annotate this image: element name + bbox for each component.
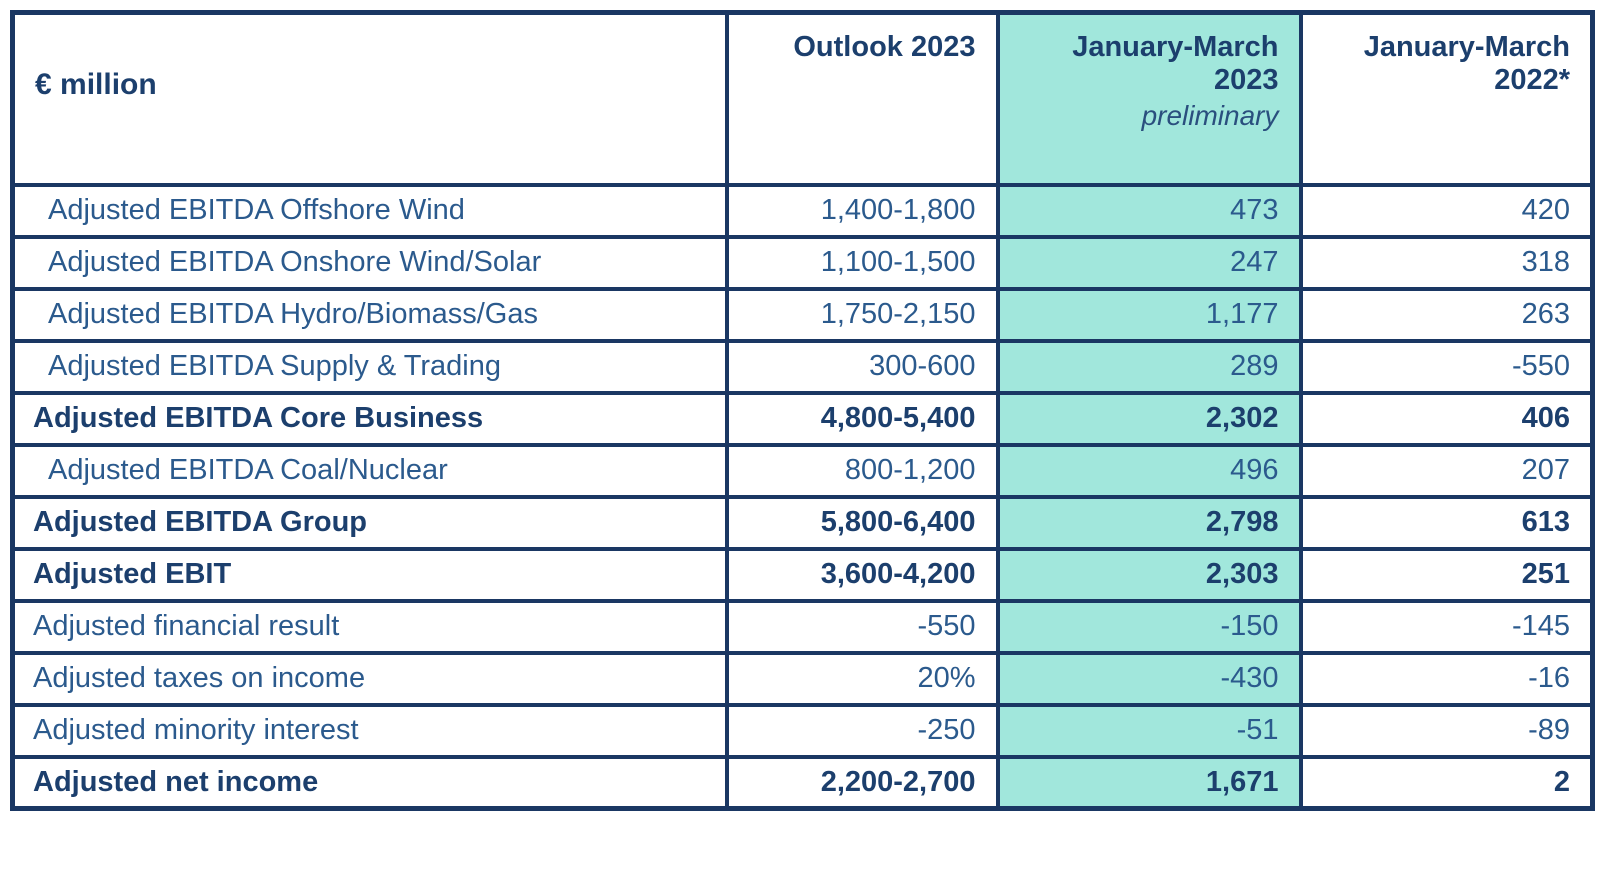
outlook-2023-cell: 1,400-1,800 [724,182,1000,239]
row-label-cell: Adjusted EBITDA Group [10,494,729,551]
row-label-cell: Adjusted EBITDA Onshore Wind/Solar [10,234,729,291]
jan-mar-2023-cell: -430 [995,650,1303,707]
row-label-cell: Adjusted minority interest [10,702,729,759]
column-header-outlook-2023: Outlook 2023 [724,10,1000,187]
row-label-cell: Adjusted EBITDA Supply & Trading [10,338,729,395]
jan-mar-2022-cell: -89 [1298,702,1595,759]
outlook-2023-cell: 3,600-4,200 [724,546,1000,603]
table-row: Adjusted EBITDA Onshore Wind/Solar 1,100… [10,234,1595,291]
jan-mar-2022-cell: -550 [1298,338,1595,395]
jan-mar-2023-cell: 1,671 [995,754,1303,811]
jan-mar-2023-cell: -150 [995,598,1303,655]
table-row: Adjusted minority interest -250 -51 -89 [10,702,1595,759]
jan-mar-2022-cell: 406 [1298,390,1595,447]
header-row: € million Outlook 2023 January-March 202… [10,10,1595,187]
jan-mar-2022-cell: -145 [1298,598,1595,655]
jan-mar-2023-cell: 2,303 [995,546,1303,603]
table-row: Adjusted EBITDA Coal/Nuclear 800-1,200 4… [10,442,1595,499]
outlook-2023-cell: 300-600 [724,338,1000,395]
outlook-2023-cell: 1,100-1,500 [724,234,1000,291]
preliminary-note: preliminary [1141,99,1279,131]
row-label-cell: Adjusted taxes on income [10,650,729,707]
outlook-2023-cell: 5,800-6,400 [724,494,1000,551]
unit-label: € million [10,10,729,187]
outlook-2023-cell: -250 [724,702,1000,759]
jan-mar-2023-cell: 289 [995,338,1303,395]
jan-mar-2023-cell: 473 [995,182,1303,239]
row-label-cell: Adjusted EBITDA Coal/Nuclear [10,442,729,499]
row-label-cell: Adjusted net income [10,754,729,811]
table-row: Adjusted EBITDA Offshore Wind 1,400-1,80… [10,182,1595,239]
table-row: Adjusted EBITDA Supply & Trading 300-600… [10,338,1595,395]
column-header-jan-mar-2023-label: January-March 2023 [1072,31,1279,97]
outlook-2023-cell: 4,800-5,400 [724,390,1000,447]
jan-mar-2022-cell: 2 [1298,754,1595,811]
table-row: Adjusted taxes on income 20% -430 -16 [10,650,1595,707]
outlook-2023-cell: -550 [724,598,1000,655]
jan-mar-2022-cell: 207 [1298,442,1595,499]
outlook-2023-cell: 20% [724,650,1000,707]
table-row: Adjusted EBITDA Hydro/Biomass/Gas 1,750-… [10,286,1595,343]
jan-mar-2022-cell: 613 [1298,494,1595,551]
row-label-cell: Adjusted EBITDA Hydro/Biomass/Gas [10,286,729,343]
row-label-cell: Adjusted EBIT [10,546,729,603]
jan-mar-2023-cell: 247 [995,234,1303,291]
jan-mar-2023-cell: 1,177 [995,286,1303,343]
row-label-cell: Adjusted EBITDA Offshore Wind [10,182,729,239]
jan-mar-2023-cell: 2,798 [995,494,1303,551]
column-header-jan-mar-2022: January-March 2022* [1298,10,1595,187]
outlook-2023-cell: 2,200-2,700 [724,754,1000,811]
jan-mar-2023-cell: -51 [995,702,1303,759]
table-row: Adjusted financial result -550 -150 -145 [10,598,1595,655]
table-row: Adjusted EBIT 3,600-4,200 2,303 251 [10,546,1595,603]
outlook-2023-cell: 1,750-2,150 [724,286,1000,343]
jan-mar-2022-cell: 420 [1298,182,1595,239]
table-body: Adjusted EBITDA Offshore Wind 1,400-1,80… [10,182,1595,811]
table-row: Adjusted EBITDA Core Business 4,800-5,40… [10,390,1595,447]
jan-mar-2023-cell: 496 [995,442,1303,499]
jan-mar-2022-cell: 318 [1298,234,1595,291]
column-header-jan-mar-2023: January-March 2023 preliminary [995,10,1303,187]
outlook-2023-cell: 800-1,200 [724,442,1000,499]
jan-mar-2023-cell: 2,302 [995,390,1303,447]
financial-outlook-table-wrap: € million Outlook 2023 January-March 202… [10,10,1595,811]
jan-mar-2022-cell: -16 [1298,650,1595,707]
row-label-cell: Adjusted EBITDA Core Business [10,390,729,447]
financial-outlook-table: € million Outlook 2023 January-March 202… [10,10,1595,811]
jan-mar-2022-cell: 263 [1298,286,1595,343]
jan-mar-2022-cell: 251 [1298,546,1595,603]
table-row: Adjusted EBITDA Group 5,800-6,400 2,798 … [10,494,1595,551]
row-label-cell: Adjusted financial result [10,598,729,655]
table-row: Adjusted net income 2,200-2,700 1,671 2 [10,754,1595,811]
